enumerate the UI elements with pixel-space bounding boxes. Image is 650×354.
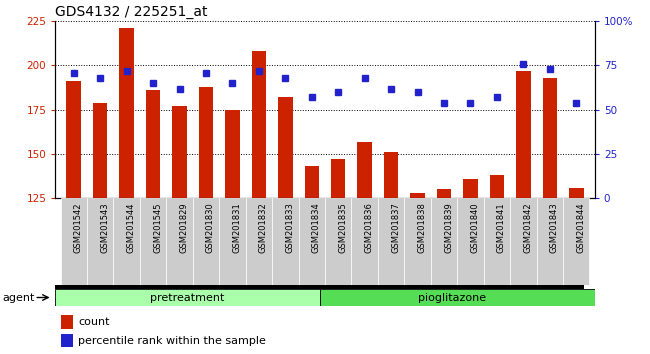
Text: GSM201842: GSM201842 xyxy=(523,202,532,253)
Text: GSM201841: GSM201841 xyxy=(497,202,506,253)
Bar xyxy=(252,51,266,198)
Bar xyxy=(304,166,319,198)
Bar xyxy=(536,198,563,285)
Bar xyxy=(484,198,510,285)
Bar xyxy=(172,106,187,198)
Text: agent: agent xyxy=(3,292,35,303)
Bar xyxy=(60,315,73,329)
Bar xyxy=(410,193,425,198)
Text: GSM201830: GSM201830 xyxy=(206,202,215,253)
Text: GSM201829: GSM201829 xyxy=(179,202,188,253)
Bar xyxy=(193,198,219,285)
Bar xyxy=(489,175,504,198)
Bar xyxy=(66,81,81,198)
Text: GSM201544: GSM201544 xyxy=(127,202,136,253)
Bar xyxy=(543,78,557,198)
Text: GSM201840: GSM201840 xyxy=(471,202,480,253)
Text: GSM201844: GSM201844 xyxy=(577,202,585,253)
Bar xyxy=(437,189,451,198)
Bar xyxy=(166,198,193,285)
Text: pretreatment: pretreatment xyxy=(150,292,225,303)
Bar xyxy=(55,289,320,306)
Text: GSM201834: GSM201834 xyxy=(312,202,321,253)
Bar xyxy=(278,97,292,198)
Text: percentile rank within the sample: percentile rank within the sample xyxy=(78,336,266,346)
Bar xyxy=(352,198,378,285)
Text: GSM201542: GSM201542 xyxy=(73,202,83,253)
Bar xyxy=(55,285,584,289)
Bar xyxy=(87,198,114,285)
Bar xyxy=(331,159,346,198)
Bar xyxy=(93,103,107,198)
Text: GSM201839: GSM201839 xyxy=(444,202,453,253)
Bar xyxy=(510,198,536,285)
Bar xyxy=(320,289,595,306)
Bar xyxy=(219,198,246,285)
Bar xyxy=(246,198,272,285)
Text: GSM201836: GSM201836 xyxy=(365,202,374,253)
Text: GSM201543: GSM201543 xyxy=(100,202,109,253)
Bar xyxy=(120,28,134,198)
Bar xyxy=(199,87,213,198)
Bar xyxy=(358,142,372,198)
Text: GSM201837: GSM201837 xyxy=(391,202,400,253)
Bar xyxy=(404,198,431,285)
Text: GDS4132 / 225251_at: GDS4132 / 225251_at xyxy=(55,5,208,19)
Bar xyxy=(298,198,325,285)
Bar xyxy=(114,198,140,285)
Bar xyxy=(146,90,161,198)
Text: count: count xyxy=(78,318,109,327)
Bar xyxy=(325,198,352,285)
Text: GSM201838: GSM201838 xyxy=(417,202,426,253)
Bar xyxy=(225,110,240,198)
Bar xyxy=(463,179,478,198)
Bar xyxy=(384,152,398,198)
Text: pioglitazone: pioglitazone xyxy=(418,292,486,303)
Bar xyxy=(516,71,530,198)
Bar xyxy=(272,198,298,285)
Text: GSM201833: GSM201833 xyxy=(285,202,294,253)
Bar xyxy=(60,198,87,285)
Bar xyxy=(563,198,590,285)
Text: GSM201835: GSM201835 xyxy=(338,202,347,253)
Text: GSM201832: GSM201832 xyxy=(259,202,268,253)
Text: GSM201831: GSM201831 xyxy=(233,202,241,253)
Bar xyxy=(457,198,484,285)
Bar xyxy=(60,334,73,347)
Bar xyxy=(431,198,457,285)
Text: GSM201545: GSM201545 xyxy=(153,202,162,253)
Text: GSM201843: GSM201843 xyxy=(550,202,559,253)
Bar xyxy=(378,198,404,285)
Bar xyxy=(140,198,166,285)
Bar xyxy=(569,188,584,198)
